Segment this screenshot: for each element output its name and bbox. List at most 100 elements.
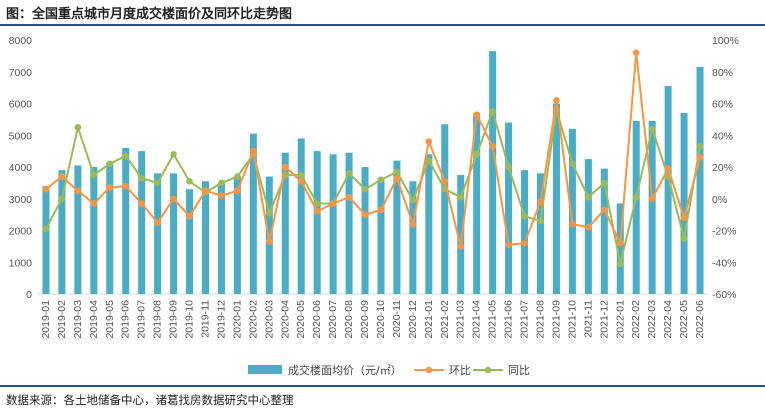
bar [361, 167, 369, 294]
legend-bar-swatch [248, 365, 282, 374]
y-left-tick-label: 1000 [9, 257, 33, 269]
yoy-point [58, 195, 66, 203]
bar [297, 138, 305, 294]
x-tick-label: 2022-02 [630, 300, 642, 339]
yoy-point [457, 193, 465, 201]
legend-yoy-marker [484, 366, 492, 374]
x-tick-label: 2019-12 [215, 300, 227, 339]
yoy-point [409, 197, 417, 204]
yoy-point [537, 217, 544, 225]
yoy-point [521, 212, 528, 220]
yoy-point [648, 125, 656, 133]
footer-rule [0, 385, 765, 387]
y-left-tick-label: 2000 [9, 226, 33, 238]
y-left-tick-label: 4000 [9, 162, 33, 174]
bar [616, 203, 624, 294]
x-tick-label: 2021-05 [487, 300, 499, 339]
bar [457, 174, 465, 294]
mom-point [696, 154, 704, 161]
mom-point [186, 212, 193, 220]
yoy-point [106, 160, 114, 168]
x-tick-label: 2022-04 [662, 300, 674, 339]
mom-point [345, 193, 353, 201]
x-tick-label: 2019-07 [136, 300, 148, 339]
y-left-tick-label: 3000 [9, 194, 33, 206]
yoy-point [601, 179, 608, 187]
x-tick-label: 2021-01 [423, 300, 435, 339]
mom-point [441, 177, 449, 185]
mom-point [537, 198, 544, 206]
x-tick-label: 2020-04 [279, 300, 291, 339]
bar [409, 181, 417, 294]
bar [521, 170, 529, 294]
bar [568, 128, 576, 294]
bar [233, 176, 241, 294]
yoy-point [680, 235, 688, 242]
mom-point [170, 195, 177, 203]
bar [122, 147, 130, 294]
x-tick-label: 2021-12 [598, 300, 610, 339]
x-tick-label: 2021-04 [471, 300, 483, 339]
mom-point [202, 187, 209, 195]
y-right-tick-label: -60% [712, 289, 737, 301]
yoy-point [90, 171, 98, 179]
yoy-point [585, 193, 592, 201]
mom-point [393, 174, 401, 182]
yoy-point [186, 177, 193, 185]
bar [552, 103, 560, 294]
bar [425, 154, 433, 294]
bar [664, 86, 672, 294]
source-note: 数据来源：各土地储备中心，诸葛找房数据研究中心整理 [6, 393, 294, 407]
yoy-point [266, 209, 273, 217]
x-tick-label: 2021-10 [566, 300, 578, 339]
x-tick-label: 2019-04 [88, 300, 100, 339]
bar [74, 165, 82, 294]
x-tick-label: 2021-03 [455, 300, 467, 339]
mom-point [632, 49, 640, 56]
bar [281, 152, 289, 294]
yoy-point [425, 157, 433, 164]
x-tick-label: 2020-05 [295, 300, 307, 339]
x-tick-label: 2021-11 [582, 300, 594, 338]
bar [58, 170, 66, 294]
y-left-tick-label: 6000 [9, 99, 33, 111]
mom-point [616, 239, 624, 247]
bar [138, 151, 146, 294]
yoy-point [170, 151, 177, 158]
mom-point [521, 239, 528, 247]
bar [648, 120, 656, 295]
bar [249, 133, 257, 294]
bar [201, 181, 210, 294]
bar [329, 154, 337, 294]
bar [696, 66, 704, 294]
bar [154, 173, 162, 294]
bar [170, 173, 178, 294]
yoy-point [473, 151, 480, 158]
mom-point [680, 214, 688, 222]
x-tick-label: 2020-10 [375, 300, 387, 339]
mom-point [585, 224, 592, 231]
x-tick-label: 2019-08 [152, 300, 164, 339]
yoy-point [377, 176, 385, 183]
yoy-point [505, 163, 512, 171]
y-left-tick-label: 0 [26, 289, 32, 301]
mom-point [281, 163, 289, 171]
mom-point [553, 97, 560, 104]
x-tick-label: 2022-03 [646, 300, 658, 339]
mom-point [90, 200, 98, 207]
bar [90, 167, 98, 294]
mom-point [473, 111, 480, 118]
bar [505, 122, 513, 294]
bar [536, 173, 545, 294]
mom-point [297, 177, 305, 185]
yoy-point [218, 179, 225, 187]
x-tick-label: 2022-01 [614, 300, 626, 339]
mom-point [457, 243, 465, 250]
yoy-point [138, 174, 145, 182]
yoy-point [696, 143, 704, 150]
x-tick-label: 2019-06 [120, 300, 132, 339]
x-tick-label: 2019-03 [72, 300, 84, 339]
x-tick-label: 2020-09 [359, 300, 371, 339]
x-tick-label: 2021-02 [439, 300, 451, 339]
y-left-tick-label: 8000 [9, 35, 33, 47]
